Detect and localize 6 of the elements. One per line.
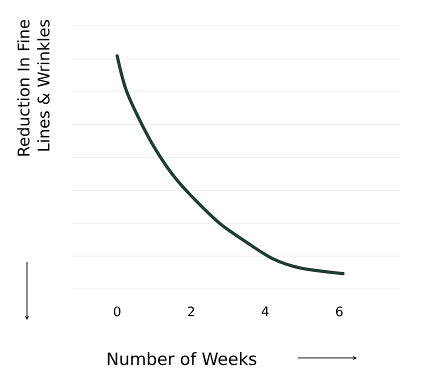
x-tick-label: 0 [114,306,120,316]
y-axis-title: Reduction In Fine Lines & Wrinkles [17,20,50,156]
x-axis-title: Number of Weeks [108,352,256,366]
x-tick-label: 2 [188,306,194,316]
x-tick-label: 6 [336,306,343,316]
x-tick-label: 4 [262,306,269,316]
